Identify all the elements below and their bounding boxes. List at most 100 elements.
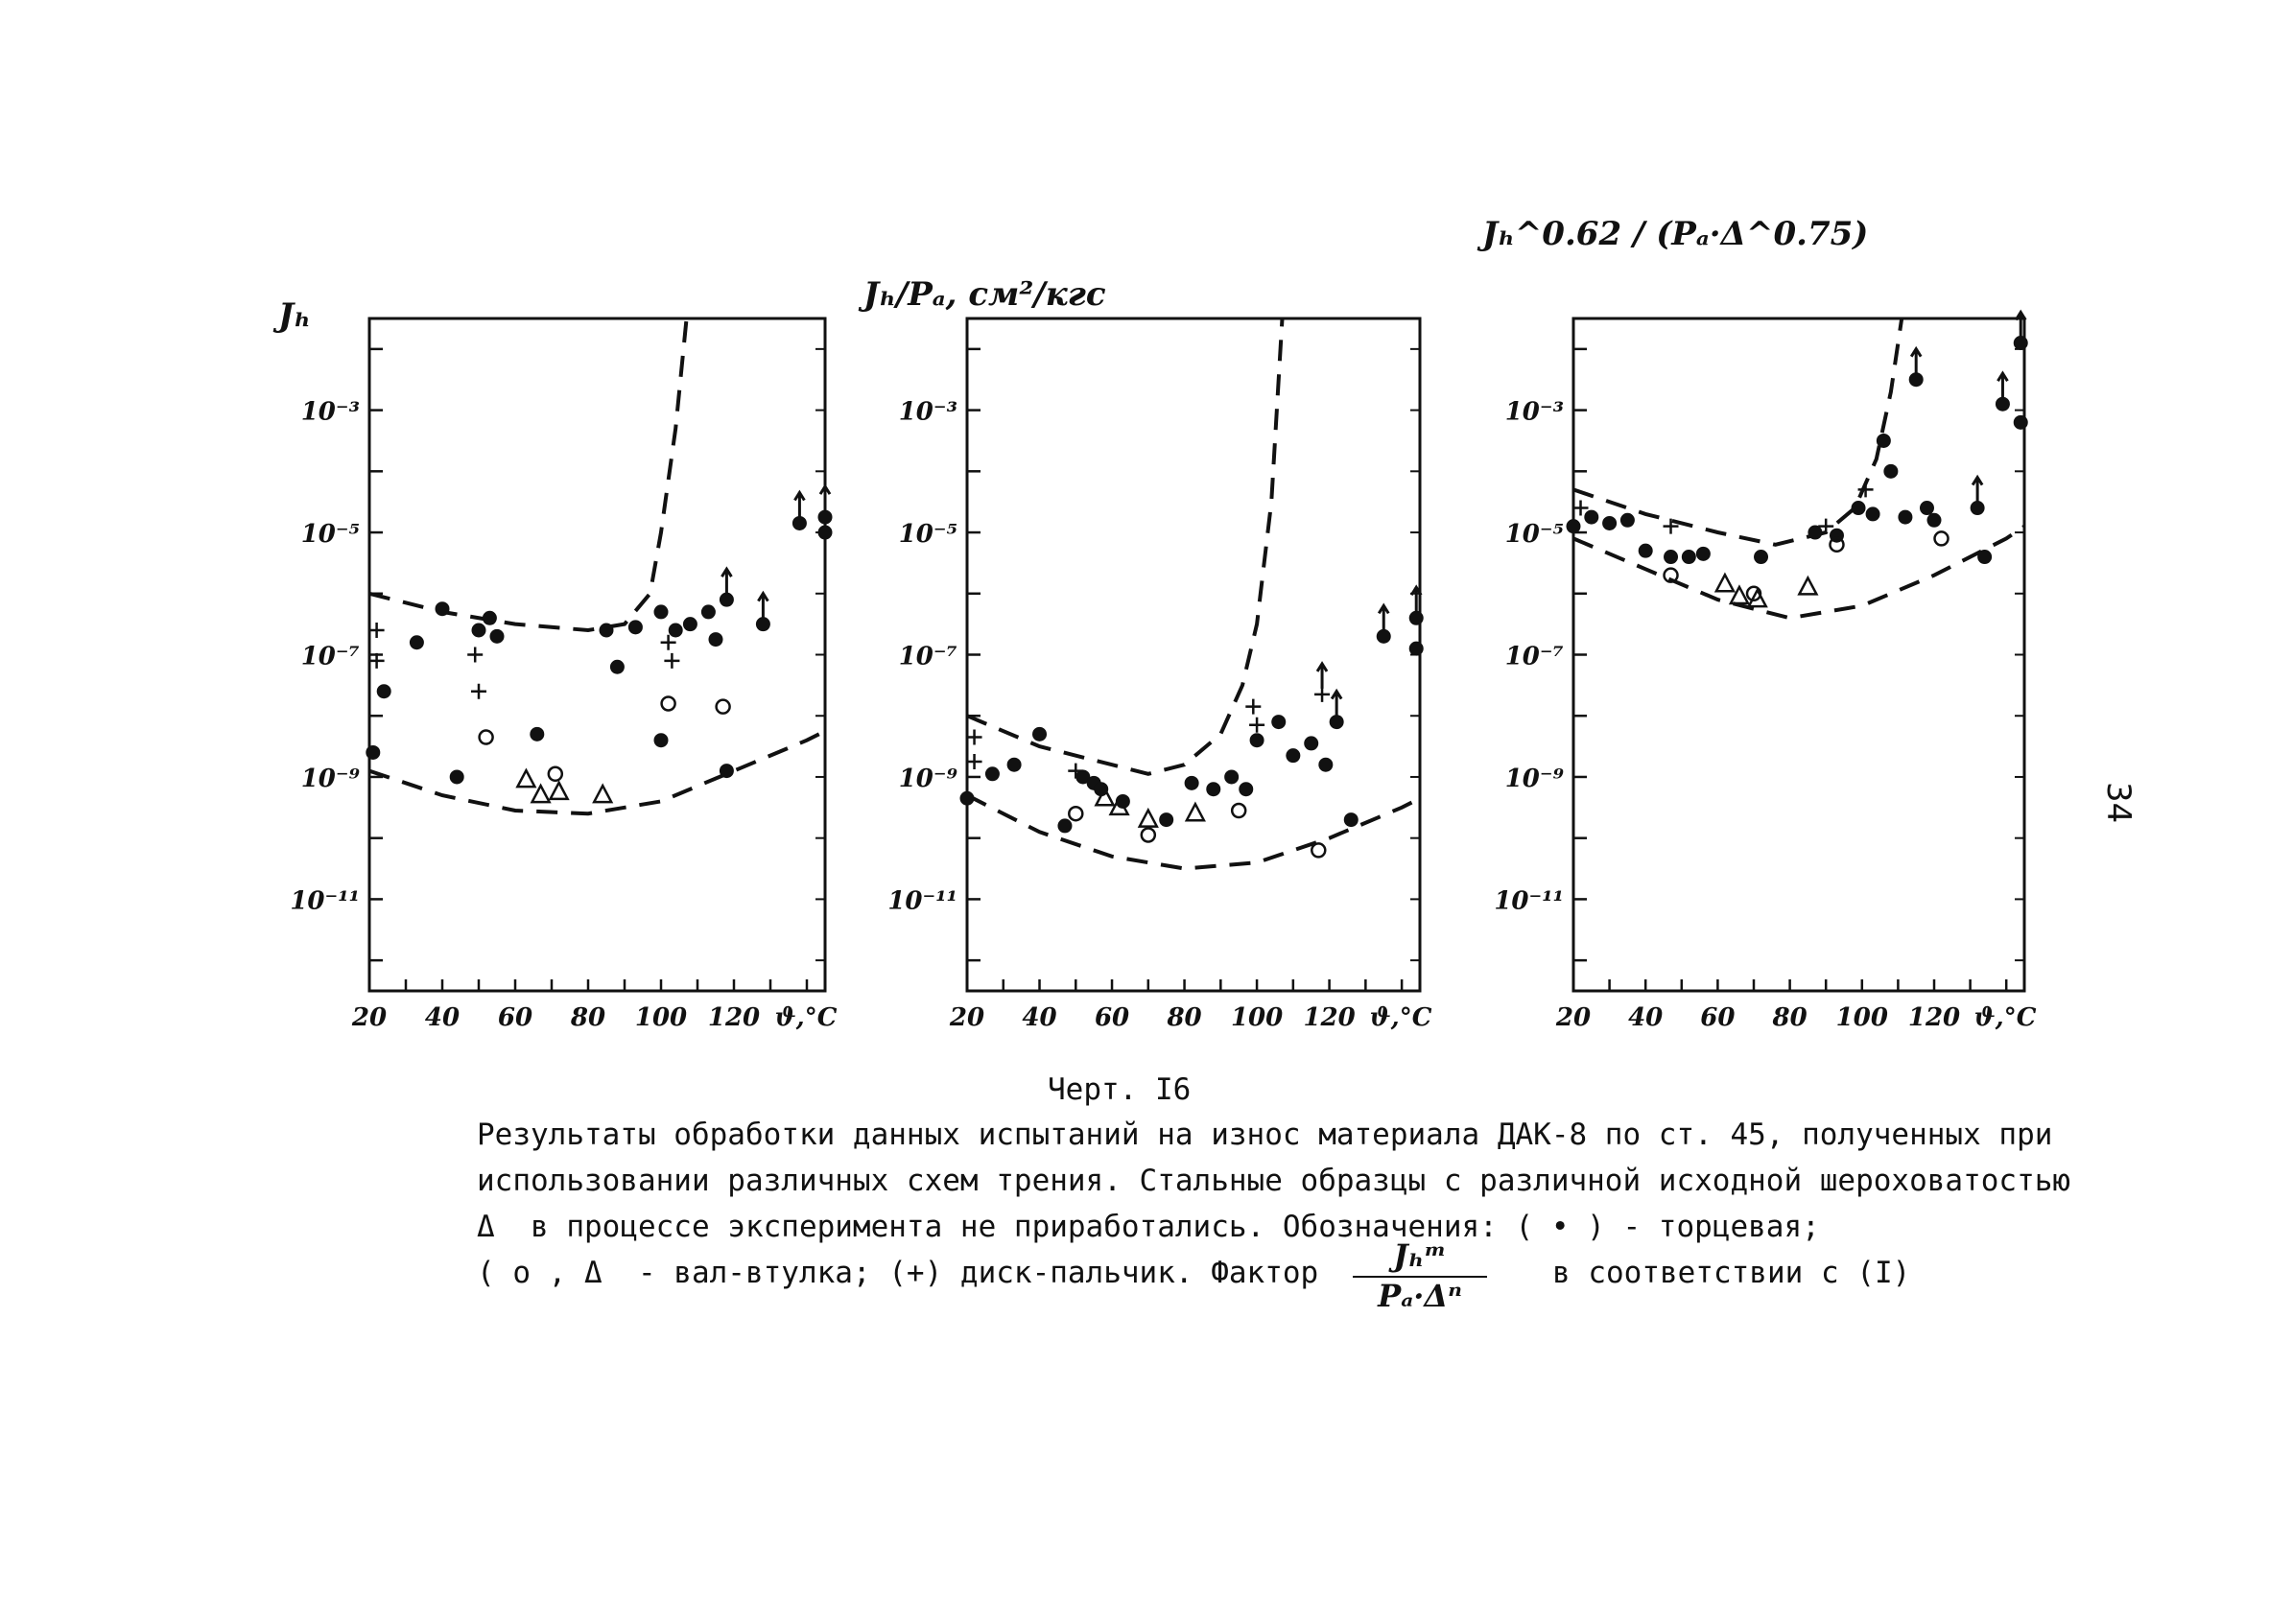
point-disk-pin <box>1068 763 1084 779</box>
y-tick-label: 10⁻¹¹ <box>887 886 957 915</box>
x-tick-label: 60 <box>1095 1003 1129 1032</box>
point-shaft-bushing-triangle <box>592 783 614 804</box>
caption-line-4: ( o , Δ - вал-втулка; (+) диск-пальчик. … <box>477 1256 1319 1290</box>
point-face-scheme <box>653 604 669 620</box>
point-shaft-bushing-triangle <box>515 767 537 788</box>
x-tick-label: 120 <box>1908 1003 1960 1032</box>
point-shaft-bushing <box>660 695 676 712</box>
plot-frame <box>1571 317 2026 993</box>
point-disk-pin <box>1572 500 1589 516</box>
point-face-scheme <box>682 617 697 632</box>
point-shaft-bushing-triangle <box>1094 786 1116 807</box>
x-tick-label: 20 <box>351 1003 387 1032</box>
boundary-curve-upper <box>966 318 1285 776</box>
point-shaft-bushing <box>478 729 494 745</box>
point-face-scheme <box>530 726 545 741</box>
point-face-scheme <box>1329 715 1344 730</box>
point-arrow-up <box>1330 688 1343 717</box>
point-face-scheme <box>708 632 723 647</box>
x-tick-label: 60 <box>498 1003 532 1032</box>
point-face-scheme <box>1159 812 1174 828</box>
point-face-scheme <box>1908 372 1924 388</box>
y-tick-label: 10⁻⁹ <box>1505 765 1565 793</box>
point-shaft-bushing <box>1829 536 1845 553</box>
x-axis-label: ϑ,°C <box>1974 1003 2037 1032</box>
page-number: 34 <box>2099 782 2138 824</box>
caption-line-1: Результаты обработки данных испытаний на… <box>477 1118 2053 1152</box>
y-tick-label: 10⁻⁷ <box>1505 643 1564 671</box>
point-face-scheme <box>817 509 833 525</box>
x-tick-label: 100 <box>635 1003 687 1032</box>
point-face-scheme <box>1970 501 1985 516</box>
point-arrow-up <box>1971 474 1984 503</box>
point-face-scheme <box>668 623 683 638</box>
figure-label: Черт. I6 <box>1048 1072 1192 1107</box>
point-shaft-bushing <box>1230 802 1247 819</box>
point-face-scheme <box>482 610 497 625</box>
point-face-scheme <box>366 744 381 760</box>
point-face-scheme <box>1184 775 1199 790</box>
x-tick-label: 80 <box>570 1003 605 1032</box>
point-face-scheme <box>1032 726 1048 741</box>
point-disk-pin <box>1245 698 1262 715</box>
y-tick-label: 10⁻⁵ <box>301 520 360 549</box>
plot-frame <box>965 317 1422 993</box>
point-disk-pin <box>467 647 484 663</box>
point-face-scheme <box>817 525 833 540</box>
point-disk-pin <box>1663 518 1679 534</box>
point-face-scheme <box>1681 550 1696 565</box>
point-face-scheme <box>1318 757 1334 772</box>
x-tick-label: 100 <box>1836 1003 1888 1032</box>
point-shaft-bushing-triangle <box>1137 807 1159 828</box>
point-disk-pin <box>966 729 982 745</box>
point-shaft-bushing-triangle <box>1746 587 1768 608</box>
x-tick-label: 120 <box>708 1003 760 1032</box>
point-face-scheme <box>959 790 975 806</box>
point-face-scheme <box>1376 628 1391 644</box>
point-disk-pin <box>966 754 982 770</box>
chart-panel-wear-per-pressure: 10⁻³ 10⁻⁵ 10⁻⁷ 10⁻⁹ 10⁻¹¹ 20 40 60 80 100 120 ϑ,°C J… <box>858 275 1432 1032</box>
point-disk-pin <box>1314 686 1331 702</box>
point-face-scheme <box>1808 525 1823 540</box>
point-face-scheme <box>1057 818 1073 834</box>
point-face-scheme <box>1876 433 1891 448</box>
x-tick-label: 40 <box>425 1003 460 1032</box>
point-face-scheme <box>2013 335 2028 350</box>
point-face-scheme <box>1271 715 1287 730</box>
point-face-scheme <box>1286 748 1301 764</box>
point-face-scheme <box>1249 733 1264 748</box>
boundary-curve-lower <box>368 729 826 816</box>
point-disk-pin <box>660 634 676 650</box>
point-shaft-bushing-triangle <box>1713 572 1736 593</box>
point-face-scheme <box>435 601 450 617</box>
caption-line-3: Δ в процессе эксперимента не приработали… <box>477 1210 1820 1244</box>
y-tick-label: 10⁻⁷ <box>301 643 360 671</box>
point-face-scheme <box>1619 512 1635 528</box>
point-face-scheme <box>1075 769 1091 785</box>
y-tick-label: 10⁻¹¹ <box>1494 886 1564 915</box>
point-arrow-up <box>757 590 769 619</box>
point-face-scheme <box>471 623 486 638</box>
y-tick-label: 10⁻⁵ <box>899 520 957 549</box>
y-tick-label: 10⁻³ <box>301 398 360 427</box>
point-face-scheme <box>1851 501 1866 516</box>
factor-denominator: Pₐ·Δⁿ <box>1378 1278 1462 1314</box>
point-face-scheme <box>1408 610 1424 625</box>
point-face-scheme <box>719 764 734 779</box>
point-face-scheme <box>1566 519 1581 534</box>
point-face-scheme <box>489 628 505 644</box>
factor-numerator: Jₕᵐ <box>1353 1237 1487 1278</box>
point-face-scheme <box>1664 550 1679 565</box>
x-tick-label: 40 <box>1628 1003 1663 1032</box>
x-axis-label: ϑ,°C <box>775 1003 838 1032</box>
x-tick-label: 20 <box>1555 1003 1591 1032</box>
point-face-scheme <box>609 659 625 674</box>
point-face-scheme <box>1995 396 2010 412</box>
point-face-scheme <box>755 617 770 632</box>
point-shaft-bushing <box>1933 530 1949 547</box>
point-arrow-up <box>1909 345 1923 374</box>
point-shaft-bushing <box>1663 567 1679 583</box>
point-arrow-up <box>2014 309 2027 338</box>
y-tick-label: 10⁻⁷ <box>899 643 957 671</box>
